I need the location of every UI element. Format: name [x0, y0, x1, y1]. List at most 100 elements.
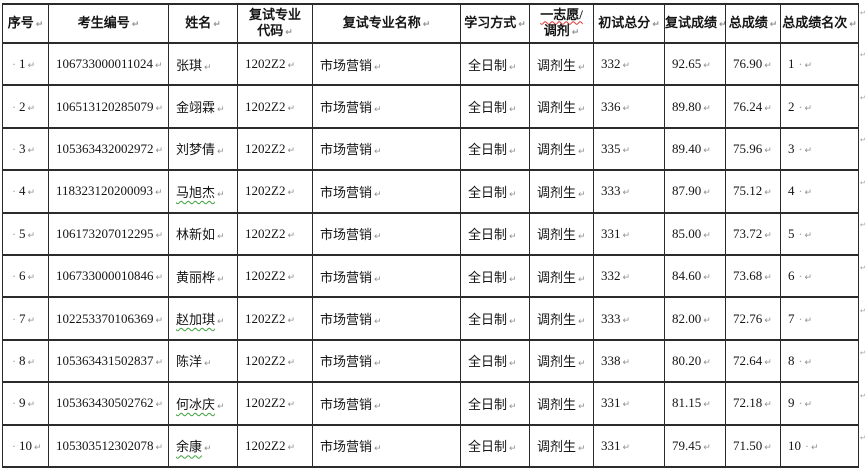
- cell-major_name[interactable]: 市场营销 ↵: [312, 211, 461, 256]
- cell-name[interactable]: 余康 ↵: [168, 423, 238, 469]
- cell-candidate_no[interactable]: 106513120285079 ↵: [48, 84, 169, 129]
- cell-major_name[interactable]: 市场营销 ↵: [312, 381, 461, 426]
- cell-study_mode[interactable]: 全日制 ↵: [460, 84, 530, 129]
- cell-admission_type[interactable]: 调剂生 ↵: [529, 41, 594, 87]
- col-header-admission_type[interactable]: 一志愿/调剂 ↵: [529, 3, 594, 44]
- cell-admission_type[interactable]: 调剂生 ↵: [529, 338, 594, 384]
- cell-study_mode[interactable]: 全日制 ↵: [460, 126, 530, 172]
- cell-major_name[interactable]: 市场营销 ↵: [312, 126, 461, 172]
- cell-total_score[interactable]: 71.50 ↵: [725, 423, 781, 469]
- cell-retest_score[interactable]: 80.20 ↵: [664, 338, 726, 384]
- cell-retest_score[interactable]: 84.60 ↵: [664, 253, 726, 299]
- cell-admission_type[interactable]: 调剂生 ↵: [529, 211, 594, 256]
- cell-major_code[interactable]: 1202Z2 ↵: [237, 126, 313, 172]
- cell-total_score[interactable]: 76.24 ↵: [725, 84, 781, 129]
- cell-name[interactable]: 陈洋 ↵: [168, 338, 238, 384]
- cell-major_code[interactable]: 1202Z2 ↵: [237, 211, 313, 256]
- cell-idx[interactable]: · 9 ↵: [2, 381, 49, 426]
- cell-idx[interactable]: · 2 ↵: [2, 84, 49, 129]
- cell-total_score[interactable]: 72.76 ↵: [725, 296, 781, 341]
- cell-rank[interactable]: 4 · ↵: [780, 169, 859, 214]
- col-header-total_score[interactable]: 总成绩 ↵: [725, 3, 781, 44]
- cell-idx[interactable]: · 7 ↵: [2, 296, 49, 341]
- cell-candidate_no[interactable]: 105363431502837 ↵: [48, 338, 169, 384]
- cell-idx[interactable]: · 3 ↵: [2, 126, 49, 172]
- cell-retest_score[interactable]: 87.90 ↵: [664, 169, 726, 214]
- cell-name[interactable]: 林新如 ↵: [168, 211, 238, 256]
- cell-name[interactable]: 赵加琪 ↵: [168, 296, 238, 341]
- cell-idx[interactable]: · 6 ↵: [2, 253, 49, 299]
- cell-initial_score[interactable]: 331 ↵: [593, 381, 665, 426]
- cell-rank[interactable]: 9 · ↵: [780, 381, 859, 426]
- cell-initial_score[interactable]: 335 ↵: [593, 126, 665, 172]
- cell-retest_score[interactable]: 81.15 ↵: [664, 381, 726, 426]
- cell-study_mode[interactable]: 全日制 ↵: [460, 338, 530, 384]
- cell-name[interactable]: 马旭杰 ↵: [168, 169, 238, 214]
- cell-major_name[interactable]: 市场营销 ↵: [312, 296, 461, 341]
- cell-major_name[interactable]: 市场营销 ↵: [312, 84, 461, 129]
- cell-rank[interactable]: 2 · ↵: [780, 84, 859, 129]
- cell-total_score[interactable]: 73.68 ↵: [725, 253, 781, 299]
- cell-initial_score[interactable]: 331 ↵: [593, 423, 665, 469]
- cell-major_code[interactable]: 1202Z2 ↵: [237, 84, 313, 129]
- cell-major_name[interactable]: 市场营销 ↵: [312, 41, 461, 87]
- col-header-study_mode[interactable]: 学习方式 ↵: [460, 3, 530, 44]
- col-header-initial_score[interactable]: 初试总分 ↵: [593, 3, 665, 44]
- cell-total_score[interactable]: 75.12 ↵: [725, 169, 781, 214]
- cell-retest_score[interactable]: 79.45 ↵: [664, 423, 726, 469]
- cell-study_mode[interactable]: 全日制 ↵: [460, 423, 530, 469]
- cell-rank[interactable]: 3 · ↵: [780, 126, 859, 172]
- cell-initial_score[interactable]: 332 ↵: [593, 253, 665, 299]
- cell-major_code[interactable]: 1202Z2 ↵: [237, 381, 313, 426]
- cell-major_code[interactable]: 1202Z2 ↵: [237, 41, 313, 87]
- col-header-major_name[interactable]: 复试专业名称 ↵: [312, 3, 461, 44]
- score-table[interactable]: 序号 ↵ 考生编号 ↵ 姓名 ↵ 复试专业 代码 ↵ 复试专业名称 ↵ 学习方式 ↵ 一志愿/调剂 ↵ 初试总…: [2, 3, 859, 469]
- cell-study_mode[interactable]: 全日制 ↵: [460, 381, 530, 426]
- cell-major_code[interactable]: 1202Z2 ↵: [237, 169, 313, 214]
- cell-idx[interactable]: · 1 ↵: [2, 41, 49, 87]
- cell-name[interactable]: 何冰庆 ↵: [168, 381, 238, 426]
- cell-retest_score[interactable]: 85.00 ↵: [664, 211, 726, 256]
- cell-rank[interactable]: 10 · ↵: [780, 423, 859, 469]
- cell-rank[interactable]: 7 · ↵: [780, 296, 859, 341]
- cell-major_name[interactable]: 市场营销 ↵: [312, 338, 461, 384]
- cell-admission_type[interactable]: 调剂生 ↵: [529, 169, 594, 214]
- cell-admission_type[interactable]: 调剂生 ↵: [529, 381, 594, 426]
- cell-initial_score[interactable]: 336 ↵: [593, 84, 665, 129]
- cell-initial_score[interactable]: 338 ↵: [593, 338, 665, 384]
- cell-retest_score[interactable]: 89.40 ↵: [664, 126, 726, 172]
- cell-candidate_no[interactable]: 105363430502762 ↵: [48, 381, 169, 426]
- cell-idx[interactable]: · 8 ↵: [2, 338, 49, 384]
- cell-candidate_no[interactable]: 102253370106369 ↵: [48, 296, 169, 341]
- cell-rank[interactable]: 8 · ↵: [780, 338, 859, 384]
- cell-admission_type[interactable]: 调剂生 ↵: [529, 126, 594, 172]
- cell-rank[interactable]: 5 · ↵: [780, 211, 859, 256]
- cell-rank[interactable]: 1 · ↵: [780, 41, 859, 87]
- cell-major_code[interactable]: 1202Z2 ↵: [237, 423, 313, 469]
- cell-candidate_no[interactable]: 105303512302078 ↵: [48, 423, 169, 469]
- cell-total_score[interactable]: 72.18 ↵: [725, 381, 781, 426]
- col-header-name[interactable]: 姓名 ↵: [168, 3, 238, 44]
- cell-major_code[interactable]: 1202Z2 ↵: [237, 253, 313, 299]
- cell-initial_score[interactable]: 331 ↵: [593, 211, 665, 256]
- cell-major_name[interactable]: 市场营销 ↵: [312, 423, 461, 469]
- cell-total_score[interactable]: 72.64 ↵: [725, 338, 781, 384]
- cell-candidate_no[interactable]: 118323120200093 ↵: [48, 169, 169, 214]
- cell-retest_score[interactable]: 89.80 ↵: [664, 84, 726, 129]
- col-header-candidate_no[interactable]: 考生编号 ↵: [48, 3, 169, 44]
- cell-initial_score[interactable]: 333 ↵: [593, 296, 665, 341]
- cell-major_name[interactable]: 市场营销 ↵: [312, 253, 461, 299]
- cell-rank[interactable]: 6 · ↵: [780, 253, 859, 299]
- cell-study_mode[interactable]: 全日制 ↵: [460, 41, 530, 87]
- cell-study_mode[interactable]: 全日制 ↵: [460, 296, 530, 341]
- cell-idx[interactable]: · 5 ↵: [2, 211, 49, 256]
- cell-major_code[interactable]: 1202Z2 ↵: [237, 338, 313, 384]
- cell-candidate_no[interactable]: 106733000011024 ↵: [48, 41, 169, 87]
- cell-total_score[interactable]: 75.96 ↵: [725, 126, 781, 172]
- cell-study_mode[interactable]: 全日制 ↵: [460, 253, 530, 299]
- cell-idx[interactable]: · 4 ↵: [2, 169, 49, 214]
- cell-admission_type[interactable]: 调剂生 ↵: [529, 423, 594, 469]
- cell-study_mode[interactable]: 全日制 ↵: [460, 169, 530, 214]
- cell-total_score[interactable]: 76.90 ↵: [725, 41, 781, 87]
- cell-admission_type[interactable]: 调剂生 ↵: [529, 84, 594, 129]
